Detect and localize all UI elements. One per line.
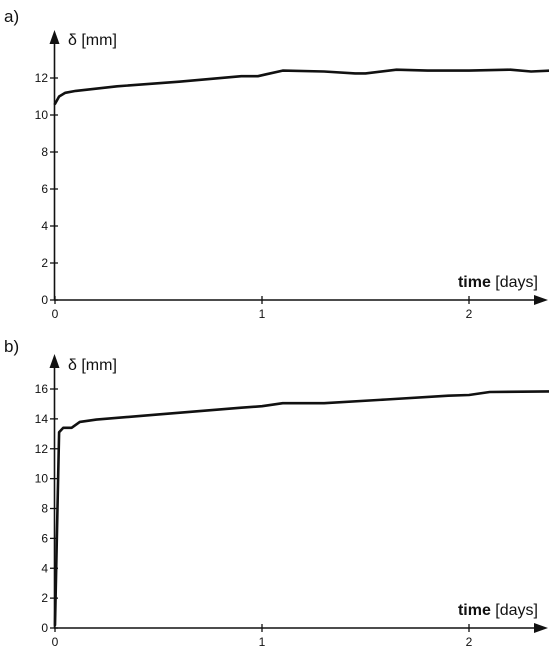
panel-b-y-tick-label: 8 <box>41 502 48 516</box>
panel-a-x-arrowhead <box>534 295 548 305</box>
panel-a-y-tick-label: 2 <box>41 256 48 270</box>
panel-a-x-axis-label-unit: [days] <box>491 274 538 291</box>
panel-b-y-tick-label: 4 <box>41 561 48 575</box>
panel-a-x-axis-label-time: time <box>458 274 491 291</box>
panel-a-y-arrowhead <box>49 30 60 44</box>
panel-b-y-arrowhead <box>49 354 60 368</box>
panel-b-y-tick-label: 2 <box>41 591 48 605</box>
panel-b-y-tick-label: 12 <box>35 442 49 456</box>
panel-b-y-axis-label: δ [mm] <box>68 357 117 374</box>
panel-a-y-tick-label: 10 <box>35 108 49 122</box>
panel-a-y-tick-label: 0 <box>41 293 48 307</box>
panel-b-x-axis-label: time [days] <box>458 602 538 619</box>
panel-a-x-axis-label: time [days] <box>458 274 538 291</box>
panel-a-label: a) <box>4 7 19 26</box>
panel-a-series-line <box>53 68 549 106</box>
panel-a-y-axis-label: δ [mm] <box>68 32 117 49</box>
panel-b-x-tick-label: 2 <box>466 635 473 649</box>
panel-b-x-axis-label-time: time <box>458 602 491 619</box>
panel-b-label: b) <box>4 337 19 356</box>
panel-b-x-arrowhead <box>534 623 548 633</box>
panel-b-y-tick-label: 0 <box>41 621 48 635</box>
panel-a-x-tick-label: 0 <box>52 307 59 321</box>
panel-b-ticks: 012340246810121416 <box>35 382 473 649</box>
panel-b-y-tick-label: 16 <box>35 382 49 396</box>
panel-b-y-tick-label: 14 <box>35 412 49 426</box>
panel-a-x-tick-label: 2 <box>466 307 473 321</box>
chart-panel-b: b) δ [mm] time [days] 012340246810121416 <box>4 337 549 649</box>
panel-a-y-tick-label: 12 <box>35 71 49 85</box>
panel-a-y-tick-label: 6 <box>41 182 48 196</box>
panel-a-y-tick-label: 8 <box>41 145 48 159</box>
panel-b-y-tick-label: 10 <box>35 472 49 486</box>
panel-a-y-tick-label: 4 <box>41 219 48 233</box>
panel-b-x-tick-label: 0 <box>52 635 59 649</box>
panel-b-x-tick-label: 1 <box>259 635 266 649</box>
panel-a-ticks: 01234024681012 <box>35 71 473 321</box>
panel-b-y-tick-label: 6 <box>41 531 48 545</box>
panel-b-series-line <box>53 390 549 627</box>
chart-panel-a: a) δ [mm] time [days] 01234024681012 <box>4 7 549 321</box>
panel-b-x-axis-label-unit: [days] <box>491 602 538 619</box>
panel-a-x-tick-label: 1 <box>259 307 266 321</box>
